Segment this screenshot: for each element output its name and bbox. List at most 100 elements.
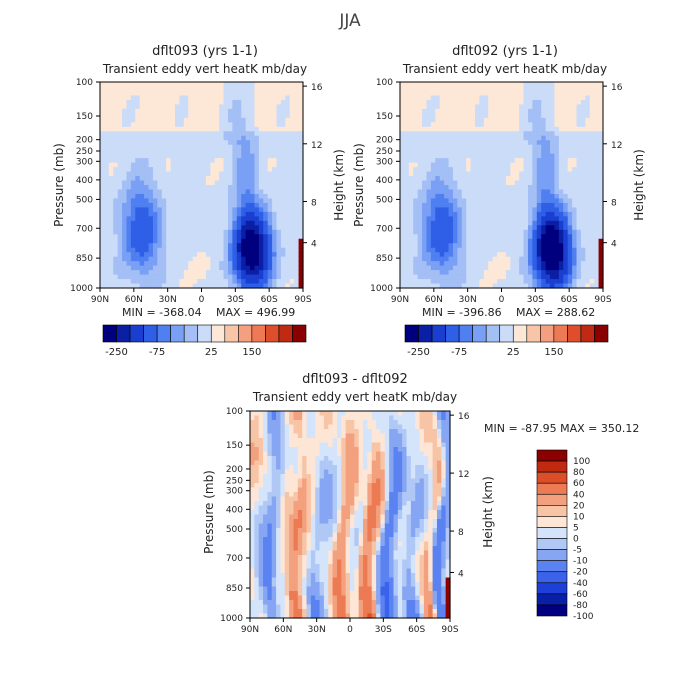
- contour-cell: [117, 90, 123, 97]
- contour-cell: [175, 185, 181, 191]
- contour-cell: [294, 95, 300, 101]
- contour-cell: [104, 274, 110, 280]
- contour-cell: [400, 117, 406, 123]
- contour-cell: [523, 225, 529, 231]
- contour-cell: [148, 162, 154, 168]
- contour-cell: [572, 135, 578, 141]
- contour-cell: [554, 247, 560, 253]
- contour-cell: [532, 117, 538, 123]
- contour-cell: [197, 193, 203, 200]
- contour-cell: [536, 171, 542, 177]
- contour-cell: [241, 229, 247, 235]
- contour-cell: [135, 99, 141, 105]
- contour-cell: [510, 171, 516, 177]
- contour-cell: [413, 243, 419, 249]
- contour-cell: [263, 577, 268, 583]
- contour-cell: [289, 167, 295, 173]
- contour-cell: [497, 149, 503, 155]
- contour-cell: [254, 82, 260, 88]
- contour-cell: [280, 541, 286, 547]
- contour-cell: [576, 131, 582, 137]
- contour-cell: [232, 225, 238, 231]
- contour-cell: [567, 198, 573, 204]
- contour-cell: [139, 90, 145, 97]
- contour-cell: [466, 149, 472, 155]
- contour-cell: [422, 247, 428, 253]
- contour-cell: [250, 256, 256, 262]
- contour-cell: [100, 86, 106, 92]
- contour-cell: [426, 86, 432, 92]
- contour-cell: [580, 131, 586, 137]
- contour-cell: [267, 429, 273, 435]
- contour-cell: [293, 496, 299, 502]
- contour-cell: [219, 135, 225, 141]
- contour-cell: [541, 229, 547, 235]
- contour-cell: [250, 609, 255, 615]
- contour-cell: [250, 586, 255, 592]
- contour-cell: [572, 122, 578, 128]
- contour-cell: [519, 126, 525, 132]
- contour-cell: [519, 113, 525, 119]
- contour-cell: [580, 220, 586, 226]
- contour-cell: [501, 185, 507, 191]
- contour-cell: [413, 234, 419, 240]
- contour-cell: [439, 149, 445, 155]
- contour-cell: [271, 420, 277, 426]
- contour-cell: [488, 238, 494, 244]
- contour-cell: [139, 211, 145, 217]
- contour-cell: [157, 220, 163, 226]
- contour-cell: [188, 265, 194, 271]
- contour-cell: [254, 501, 260, 507]
- contour-cell: [210, 162, 216, 168]
- contour-cell: [280, 261, 286, 267]
- contour-cell: [298, 193, 304, 200]
- contour-cell: [400, 144, 406, 150]
- contour-cell: [144, 140, 150, 146]
- contour-cell: [104, 86, 110, 92]
- contour-cell: [227, 122, 233, 128]
- contour-cell: [563, 274, 569, 280]
- contour-cell: [227, 99, 233, 105]
- contour-cell: [417, 229, 423, 235]
- contour-cell: [285, 202, 291, 208]
- contour-cell: [284, 591, 290, 597]
- contour-cell: [594, 90, 600, 97]
- contour-cell: [126, 202, 132, 208]
- contour-cell: [297, 537, 303, 543]
- contour-cell: [254, 113, 260, 119]
- contour-cell: [488, 198, 494, 204]
- contour-cell: [293, 586, 299, 592]
- contour-cell: [594, 238, 600, 244]
- contour-cell: [563, 82, 569, 88]
- contour-cell: [108, 82, 114, 88]
- contour-cell: [567, 202, 573, 208]
- contour-cell: [250, 171, 256, 177]
- panel-subtitle: Transient eddy vert heatK mb/day: [402, 62, 607, 76]
- contour-cell: [541, 113, 547, 119]
- y-tick-label: 500: [76, 195, 93, 205]
- contour-cell: [175, 176, 181, 182]
- contour-cell: [550, 185, 556, 191]
- contour-cell: [532, 261, 538, 267]
- contour-cell: [175, 95, 181, 101]
- contour-cell: [113, 225, 119, 231]
- contour-cell: [541, 176, 547, 182]
- contour-cell: [104, 131, 110, 137]
- contour-cell: [210, 126, 216, 132]
- contour-cell: [545, 82, 551, 88]
- contour-cell: [519, 279, 525, 285]
- contour-cell: [572, 207, 578, 213]
- contour-cell: [245, 158, 251, 164]
- contour-cell: [435, 202, 441, 208]
- contour-cell: [298, 180, 304, 186]
- contour-cell: [483, 193, 489, 200]
- contour-cell: [276, 185, 282, 191]
- contour-cell: [572, 185, 578, 191]
- contour-cell: [492, 279, 498, 285]
- contour-cell: [152, 198, 158, 204]
- contour-cell: [497, 86, 503, 92]
- contour-cell: [276, 514, 282, 520]
- contour-cell: [254, 537, 260, 543]
- contour-cell: [585, 108, 591, 114]
- contour-cell: [205, 225, 211, 231]
